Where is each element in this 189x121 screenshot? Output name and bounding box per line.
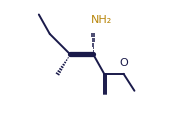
Text: O: O (120, 58, 129, 68)
Text: NH₂: NH₂ (91, 15, 112, 25)
